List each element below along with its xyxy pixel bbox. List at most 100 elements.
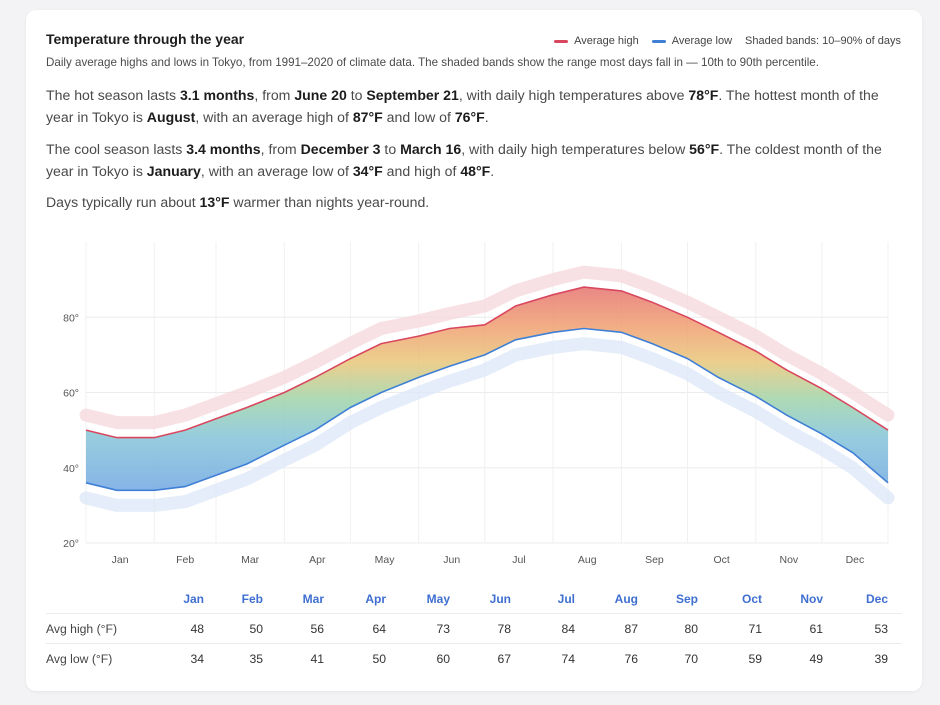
- month-header-oct: Oct: [741, 592, 762, 606]
- month-header-may: May: [426, 592, 450, 606]
- high-low-range-area: [86, 287, 888, 491]
- chart-legend: Average high Average low Shaded bands: 1…: [541, 35, 901, 47]
- legend-swatch-low: [651, 39, 666, 43]
- highlight-value: September 21: [366, 87, 459, 103]
- legend-label-low: Average low: [671, 35, 733, 47]
- temperature-card: Temperature through the year Average hig…: [26, 10, 922, 691]
- avg-low-cell: 35: [249, 651, 263, 666]
- y-tick-label: 80°: [63, 312, 79, 324]
- month-header-jul: Jul: [557, 592, 575, 606]
- highlight-value: 3.4 months: [186, 141, 261, 157]
- average-low-line: [85, 327, 889, 492]
- paragraph-text: .: [490, 163, 495, 179]
- avg-low-cell: 50: [372, 651, 386, 666]
- x-tick-label: May: [375, 554, 396, 566]
- y-tick-label: 60°: [63, 388, 79, 400]
- highlight-value: 87°F: [352, 109, 383, 125]
- monthly-table: Jan Feb Mar Apr May Jun Jul Aug Sep Oct Nov Dec Avg…: [46, 588, 902, 673]
- x-tick-label: Dec: [846, 554, 865, 566]
- paragraph-text: , with an average low of: [200, 163, 353, 179]
- x-tick-label: Oct: [713, 554, 729, 566]
- month-header-sep: Sep: [675, 592, 698, 606]
- paragraph-text: to: [380, 141, 401, 157]
- avg-low-cell: 67: [497, 651, 511, 666]
- legend-item-low: Average low: [651, 35, 733, 47]
- x-tick-label: Apr: [309, 554, 326, 566]
- highlight-value: 78°F: [688, 87, 719, 103]
- paragraph-text: The hot season lasts: [46, 87, 180, 103]
- paragraph-text: .: [484, 109, 489, 125]
- month-header-dec: Dec: [865, 592, 888, 606]
- hot-season-paragraph: The hot season lasts 3.1 months, from Ju…: [46, 84, 908, 128]
- month-header-mar: Mar: [302, 592, 324, 606]
- avg-low-cell: 34: [190, 651, 204, 666]
- legend-label-band: Shaded bands: 10–90% of days: [745, 35, 901, 47]
- paragraph-text: warmer than nights year-round.: [229, 194, 430, 210]
- day-night-paragraph: Days typically run about 13°F warmer tha…: [46, 191, 908, 213]
- avg-high-cell: 71: [748, 622, 762, 636]
- table-row-avg-high: Avg high (°F) 48 50 56 64 73 78 84 87 80 71 61 53: [46, 614, 902, 644]
- average-high-line: [85, 286, 889, 439]
- paragraph-text: , with daily high temperatures above: [458, 87, 689, 103]
- avg-high-cell: 50: [249, 622, 263, 636]
- avg-high-cell: 64: [372, 622, 386, 636]
- temperature-chart: 20° 40° 60° 80° Jan Feb Mar Apr May Jun Jul Aug Sep O…: [63, 242, 895, 566]
- month-header-nov: Nov: [800, 592, 823, 606]
- x-tick-label: Sep: [645, 554, 664, 566]
- avg-high-cell: 78: [497, 622, 511, 636]
- x-tick-label: Jul: [512, 554, 525, 566]
- table-row-avg-low: Avg low (°F) 34 35 41 50 60 67 74 76 70 59 49 39: [46, 644, 902, 674]
- table-header-row: Jan Feb Mar Apr May Jun Jul Aug Sep Oct Nov Dec: [46, 588, 902, 614]
- month-header-aug: Aug: [614, 592, 638, 606]
- high-percentile-band: [79, 265, 895, 430]
- month-header-apr: Apr: [365, 592, 386, 606]
- avg-high-cell: 53: [874, 622, 888, 636]
- avg-high-cell: 84: [561, 622, 575, 636]
- legend-label-high: Average high: [574, 35, 639, 47]
- highlight-value: 48°F: [460, 163, 491, 179]
- x-tick-label: Jan: [112, 554, 129, 566]
- month-header-jan: Jan: [183, 592, 204, 606]
- avg-low-cell: 74: [561, 651, 575, 666]
- low-percentile-band: [79, 337, 895, 512]
- avg-low-cell: 60: [436, 651, 450, 666]
- highlight-value: August: [146, 109, 196, 125]
- paragraph-text: . The hottest month of the year in Tokyo…: [46, 87, 879, 125]
- paragraph-text: and high of: [382, 163, 461, 179]
- paragraph-text: , from: [260, 141, 301, 157]
- legend-item-band: Shaded bands: 10–90% of days: [745, 35, 901, 47]
- highlight-value: 34°F: [352, 163, 383, 179]
- card-subtitle: Daily average highs and lows in Tokyo, f…: [46, 56, 819, 69]
- avg-high-cell: 80: [684, 622, 698, 636]
- avg-low-cell: 70: [684, 651, 698, 666]
- highlight-value: 13°F: [199, 194, 230, 210]
- legend-swatch-high: [554, 39, 569, 43]
- avg-high-cell: 61: [809, 622, 823, 636]
- y-tick-label: 20°: [63, 538, 79, 550]
- x-tick-label: Feb: [176, 554, 194, 566]
- paragraph-text: The cool season lasts: [46, 141, 187, 157]
- cool-season-paragraph: The cool season lasts 3.4 months, from D…: [46, 138, 908, 182]
- legend-item-high: Average high: [554, 35, 639, 47]
- avg-high-cell: 73: [436, 622, 450, 636]
- x-tick-label: Aug: [578, 554, 597, 566]
- avg-low-cell: 49: [809, 651, 823, 666]
- avg-low-cell: 76: [624, 651, 638, 666]
- paragraph-text: , with daily high temperatures below: [461, 141, 690, 157]
- highlight-value: March 16: [400, 141, 462, 157]
- paragraph-text: to: [346, 87, 367, 103]
- highlight-value: January: [146, 163, 201, 179]
- paragraph-text: . The coldest month of the year in Tokyo…: [46, 141, 882, 179]
- month-header-jun: Jun: [489, 592, 511, 606]
- paragraph-text: and low of: [382, 109, 455, 125]
- highlight-value: 56°F: [689, 141, 720, 157]
- paragraph-text: , from: [254, 87, 295, 103]
- avg-high-cell: 56: [310, 622, 324, 636]
- avg-low-cell: 39: [874, 651, 888, 666]
- highlight-value: December 3: [300, 141, 381, 157]
- row-label-avg-high: Avg high (°F): [46, 622, 118, 636]
- avg-high-cell: 48: [190, 622, 204, 636]
- month-header-feb: Feb: [241, 592, 263, 606]
- highlight-value: 3.1 months: [179, 87, 255, 103]
- y-tick-label: 40°: [63, 463, 79, 475]
